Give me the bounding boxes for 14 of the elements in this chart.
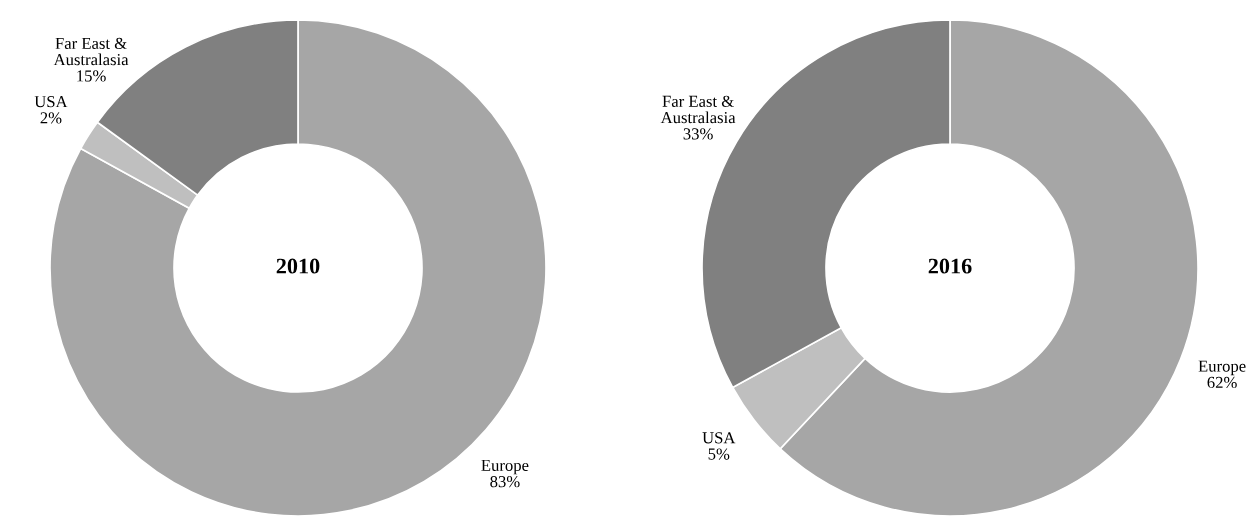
slice-label: Europe bbox=[481, 459, 529, 475]
data-label: 33% bbox=[683, 128, 713, 140]
data-label: 15% bbox=[77, 70, 106, 82]
slice-label: USA bbox=[34, 96, 68, 108]
text: 2010 bbox=[276, 258, 320, 274]
data-label: 83% bbox=[490, 475, 520, 488]
slice-label: Europe bbox=[1198, 360, 1246, 376]
slice-label: USA bbox=[702, 432, 736, 444]
data-label: 2% bbox=[40, 112, 62, 124]
data-label: 62% bbox=[1207, 376, 1237, 389]
data-label: 5% bbox=[708, 448, 730, 460]
text: 2016 bbox=[928, 258, 972, 274]
slice-label: Far East & Australasia bbox=[660, 95, 736, 124]
slice-label: Far East & Australasia bbox=[53, 37, 129, 66]
